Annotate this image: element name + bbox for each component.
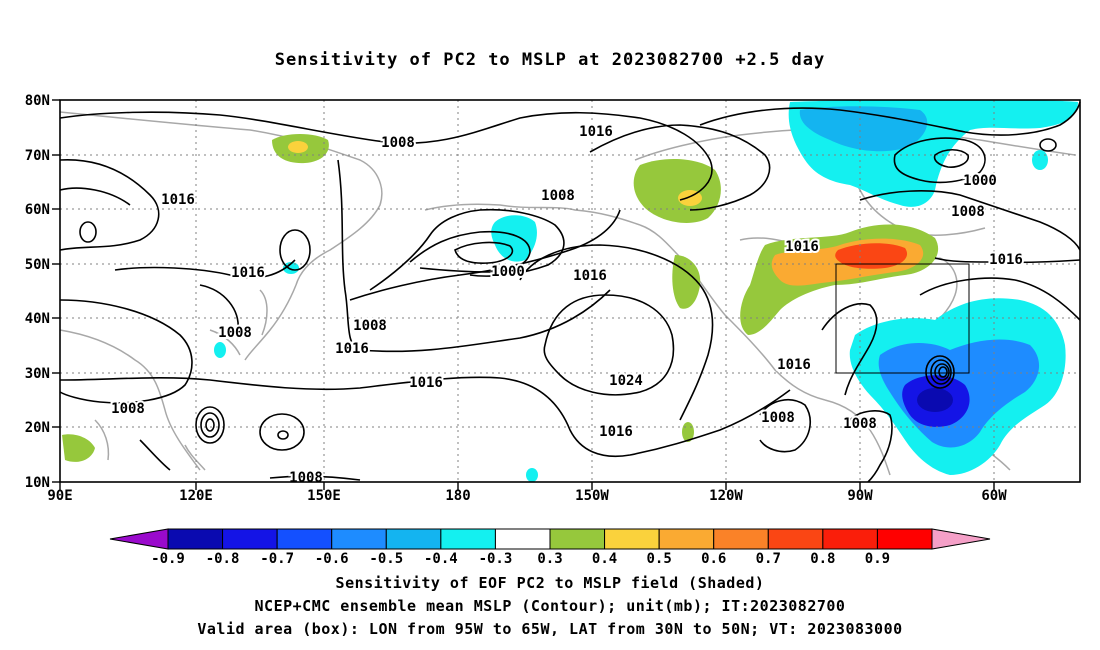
colorbar-segment — [604, 528, 660, 550]
contour-label: 1016 — [599, 424, 633, 440]
longitude-labels: 90E 120E 150E 180 150W 120W 90W 60W — [47, 488, 1007, 504]
valid-area-box — [835, 263, 970, 374]
contour-label: 1008 — [111, 401, 145, 417]
gridlines — [60, 100, 1080, 482]
contour-label: 1016 — [573, 268, 607, 284]
colorbar-segment — [767, 528, 824, 550]
colorbar-segment — [440, 528, 496, 550]
colorbar-label: -0.5 — [369, 551, 403, 567]
shade-negative-atlantic-center — [917, 388, 953, 412]
contour-label: 1008 — [381, 135, 415, 151]
latitude-labels: 80N 70N 60N 50N 40N 30N 20N 10N — [25, 93, 50, 491]
contour-label: 1008 — [353, 318, 387, 334]
contour-label: 1008 — [761, 410, 795, 426]
contour-label: 1024 — [609, 373, 643, 389]
lat-label: 70N — [25, 148, 50, 164]
shade-negative-arctic — [1032, 150, 1048, 170]
caption-contour: NCEP+CMC ensemble mean MSLP (Contour); u… — [254, 597, 846, 615]
lon-label: 120W — [709, 488, 743, 504]
lat-label: 80N — [25, 93, 50, 109]
contour-label: 1000 — [963, 173, 997, 189]
lat-label: 20N — [25, 420, 50, 436]
colorbar-label: 0.9 — [865, 551, 890, 567]
colorbar-label: -0.8 — [206, 551, 240, 567]
colorbar-arrow-left — [109, 528, 169, 550]
colorbar-label: 0.6 — [701, 551, 726, 567]
shade-negative-japan — [283, 262, 299, 274]
lon-label: 60W — [981, 488, 1007, 504]
contour-label: 1008 — [951, 204, 985, 220]
colorbar-segment — [658, 528, 715, 550]
colorbar-segment — [167, 528, 224, 550]
shade-positive-siberia-core — [288, 141, 308, 153]
contour-labels: 1008 1016 1008 1016 1000 1016 1016 1008 … — [109, 122, 1025, 488]
lat-label: 60N — [25, 202, 50, 218]
colorbar-label: -0.4 — [424, 551, 458, 567]
colorbar-segment — [385, 528, 442, 550]
contour-label: 1016 — [785, 239, 819, 255]
contour-label: 1008 — [843, 416, 877, 432]
shade-negative-china — [214, 342, 226, 358]
contour-label: 1000 — [491, 264, 525, 280]
coastlines — [59, 111, 1076, 476]
colorbar-segment — [713, 528, 769, 550]
contour-label: 1016 — [989, 252, 1023, 268]
lat-label: 50N — [25, 257, 50, 273]
lon-label: 150W — [575, 488, 609, 504]
contour-label: 1016 — [161, 192, 195, 208]
colorbar — [109, 528, 991, 550]
shade-positive-pacific-nw — [672, 255, 701, 309]
colorbar-label: 0.8 — [810, 551, 835, 567]
colorbar-segment — [822, 528, 878, 550]
contour-label: 1016 — [231, 265, 265, 281]
colorbar-label: -0.3 — [479, 551, 513, 567]
colorbar-segment — [222, 528, 278, 550]
colorbar-segment — [331, 528, 387, 550]
contour-label: 1008 — [218, 325, 252, 341]
lon-label: 120E — [179, 488, 213, 504]
colorbar-label: 0.3 — [537, 551, 562, 567]
lat-label: 40N — [25, 311, 50, 327]
colorbar-label: -0.6 — [315, 551, 349, 567]
lon-label: 180 — [445, 488, 470, 504]
caption-shading: Sensitivity of EOF PC2 to MSLP field (Sh… — [335, 574, 765, 592]
colorbar-segment — [494, 528, 551, 550]
colorbar-segment — [276, 528, 333, 550]
sensitivity-shading — [62, 100, 1078, 482]
colorbar-label: 0.5 — [646, 551, 671, 567]
mslp-contours — [59, 101, 1081, 483]
lon-label: 150E — [307, 488, 341, 504]
colorbar-segment — [549, 528, 606, 550]
contour-label: 1016 — [335, 341, 369, 357]
colorbar-segment — [876, 528, 933, 550]
chart-title: Sensitivity of PC2 to MSLP at 2023082700… — [274, 50, 826, 70]
axis-ticks — [52, 99, 995, 490]
colorbar-label: 0.4 — [592, 551, 617, 567]
colorbar-labels: -0.9 -0.8 -0.7 -0.6 -0.5 -0.4 -0.3 0.3 0.4 0.5 0.6… — [151, 551, 890, 567]
colorbar-label: -0.9 — [151, 551, 185, 567]
contour-label: 1016 — [579, 124, 613, 140]
contour-label: 1008 — [541, 188, 575, 204]
lat-label: 30N — [25, 366, 50, 382]
shade-positive-canada-high — [835, 243, 908, 269]
shade-negative-aleutian — [491, 215, 537, 262]
contour-label: 1016 — [777, 357, 811, 373]
lat-label: 10N — [25, 475, 50, 491]
colorbar-arrow-right — [931, 528, 991, 550]
colorbar-label: 0.7 — [756, 551, 781, 567]
lon-label: 90E — [47, 488, 72, 504]
shade-negative-pacific-south — [526, 468, 538, 482]
contour-label: 1016 — [409, 375, 443, 391]
shade-positive-alaska — [633, 158, 721, 223]
map-frame — [59, 99, 1081, 483]
colorbar-label: -0.7 — [260, 551, 294, 567]
shade-negative-greenland-mid — [799, 106, 928, 152]
shade-positive-india — [62, 434, 95, 462]
caption-valid-area: Valid area (box): LON from 95W to 65W, L… — [197, 620, 903, 638]
contour-label: 1008 — [289, 470, 323, 486]
lon-label: 90W — [847, 488, 873, 504]
